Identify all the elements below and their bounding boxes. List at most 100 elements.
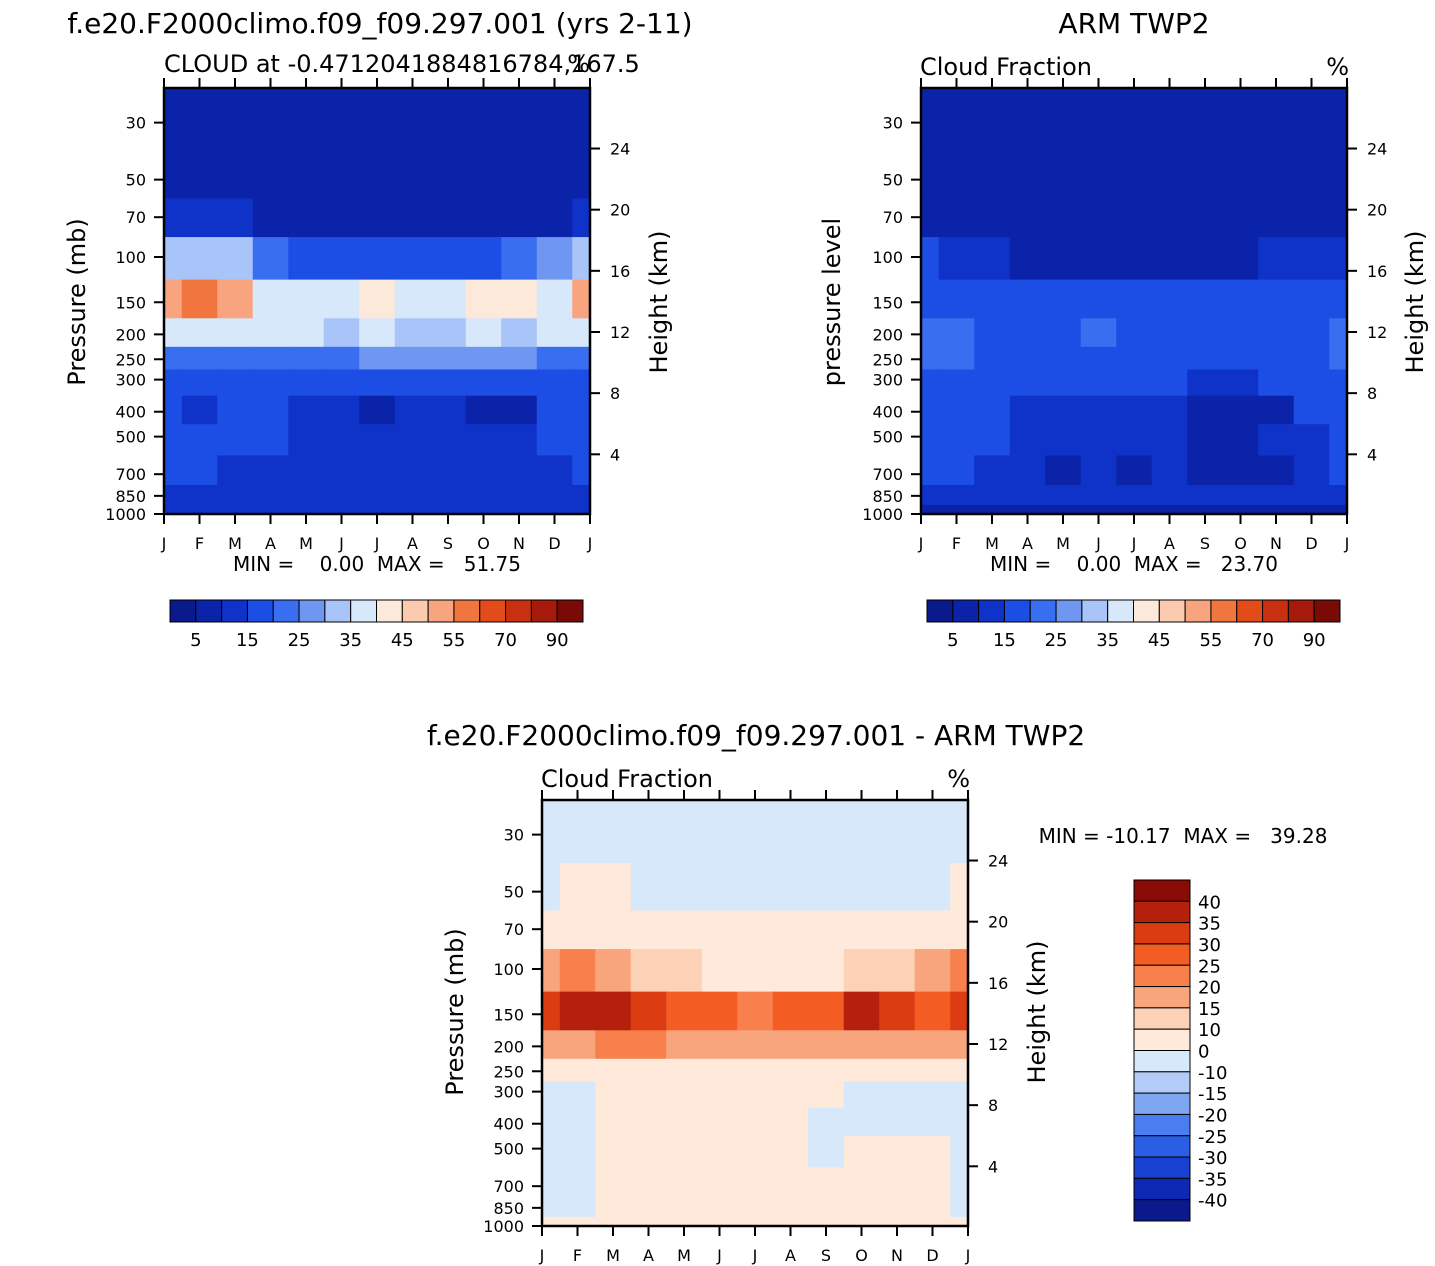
- heatmap-cell: [1293, 485, 1330, 506]
- heatmap-cell: [630, 1167, 667, 1198]
- heatmap-cell: [701, 1197, 738, 1218]
- colorbar-swatch: [1133, 1177, 1191, 1201]
- heatmap-cell: [252, 424, 289, 457]
- heatmap-cell: [1116, 395, 1153, 425]
- heatmap-cell: [323, 279, 360, 319]
- heatmap-cell: [1116, 369, 1153, 397]
- colorbar-swatch: [376, 599, 403, 623]
- heatmap-cell: [1258, 151, 1295, 200]
- colorbar-label: 35: [1096, 630, 1119, 651]
- heatmap-cell: [465, 346, 502, 371]
- heatmap-cell: [181, 279, 218, 319]
- heatmap-cell: [974, 395, 1011, 425]
- heatmap-cell: [974, 237, 1011, 281]
- heatmap-cell: [1187, 151, 1224, 200]
- heatmap-cell: [921, 504, 940, 515]
- heatmap-cell: [630, 800, 667, 864]
- heatmap-cell: [772, 1216, 809, 1227]
- colorbar-label: 55: [442, 630, 465, 651]
- heatmap-cell: [1258, 395, 1295, 425]
- heatmap-cell: [542, 1081, 561, 1109]
- heatmap-cell: [921, 88, 940, 152]
- heatmap-cell: [217, 424, 254, 457]
- heatmap-cell: [572, 198, 591, 238]
- heatmap-cell: [843, 1058, 880, 1083]
- heatmap-cell: [921, 151, 940, 200]
- month-tick-label: N: [513, 534, 525, 553]
- month-tick-label: M: [228, 534, 242, 553]
- colorbar-swatch: [246, 599, 274, 623]
- heatmap-cell: [1222, 395, 1259, 425]
- panel-obs-title: ARM TWP2: [1058, 7, 1209, 40]
- month-tick-label: A: [785, 1246, 796, 1265]
- heatmap-cell: [808, 991, 845, 1031]
- heatmap-cell: [1293, 88, 1330, 152]
- heatmap-cell: [572, 279, 591, 319]
- heatmap-cell: [921, 424, 940, 457]
- heatmap-cell: [288, 198, 325, 238]
- heatmap-cell: [164, 369, 183, 397]
- heatmap-cell: [181, 346, 218, 371]
- pressure-tick-label: 150: [493, 1005, 524, 1024]
- heatmap-cell: [542, 1030, 561, 1060]
- colorbar-swatch: [1158, 599, 1186, 623]
- heatmap-cell: [974, 485, 1011, 506]
- heatmap-cell: [595, 1216, 632, 1227]
- heatmap-cell: [359, 346, 396, 371]
- pressure-tick-label: 500: [872, 428, 903, 447]
- heatmap-cell: [1045, 237, 1082, 281]
- heatmap-cell: [542, 863, 561, 912]
- heatmap-cell: [1293, 504, 1330, 515]
- heatmap-cell: [359, 424, 396, 457]
- heatmap-cell: [737, 949, 774, 993]
- heatmap-cell: [394, 424, 431, 457]
- colorbar-swatch: [1133, 964, 1191, 988]
- heatmap-cell: [921, 318, 940, 348]
- heatmap-cell: [430, 346, 467, 371]
- heatmap-cell: [430, 395, 467, 425]
- heatmap-cell: [465, 485, 502, 506]
- heatmap-cell: [542, 1216, 561, 1227]
- heatmap-cell: [572, 504, 591, 515]
- heatmap-cell: [394, 151, 431, 200]
- heatmap-cell: [359, 151, 396, 200]
- heatmap-cell: [501, 369, 538, 397]
- heatmap-cell: [217, 318, 254, 348]
- heatmap-cell: [323, 151, 360, 200]
- panel-diff-minmax: MIN = -10.17 MAX = 39.28: [1039, 824, 1328, 848]
- heatmap-cell: [430, 151, 467, 200]
- heatmap-cell: [808, 1107, 845, 1137]
- month-tick-label: M: [677, 1246, 691, 1265]
- heatmap-cell: [595, 1058, 632, 1083]
- pressure-tick-label: 70: [504, 920, 524, 939]
- heatmap-cell: [950, 1107, 969, 1137]
- heatmap-cell: [1080, 395, 1117, 425]
- heatmap-cell: [630, 1107, 667, 1137]
- heatmap-cell: [542, 1167, 561, 1198]
- heatmap-cell: [938, 279, 975, 319]
- heatmap-cell: [737, 1107, 774, 1137]
- heatmap-cell: [772, 1136, 809, 1169]
- month-tick-label: M: [606, 1246, 620, 1265]
- colorbar-label: 25: [1045, 630, 1068, 651]
- heatmap-cell: [501, 88, 538, 152]
- heatmap-cell: [542, 949, 561, 993]
- colorbar-label: 15: [236, 630, 259, 651]
- heatmap-cell: [359, 237, 396, 281]
- heatmap-cell: [465, 424, 502, 457]
- heatmap-cell: [465, 279, 502, 319]
- panel-diff-subtitle: Cloud Fraction: [541, 765, 713, 793]
- heatmap-cell: [737, 1030, 774, 1060]
- heatmap-cell: [181, 198, 218, 238]
- colorbar-swatch: [530, 599, 558, 623]
- heatmap-cell: [701, 1081, 738, 1109]
- heatmap-cell: [1009, 151, 1046, 200]
- heatmap-cell: [879, 1167, 916, 1198]
- heatmap-cell: [938, 151, 975, 200]
- heatmap-cell: [950, 800, 969, 864]
- heatmap-cell: [559, 800, 596, 864]
- heatmap-cell: [252, 369, 289, 397]
- heatmap-cell: [1187, 455, 1224, 486]
- colorbar-label: 55: [1199, 630, 1222, 651]
- heatmap-cell: [1116, 88, 1153, 152]
